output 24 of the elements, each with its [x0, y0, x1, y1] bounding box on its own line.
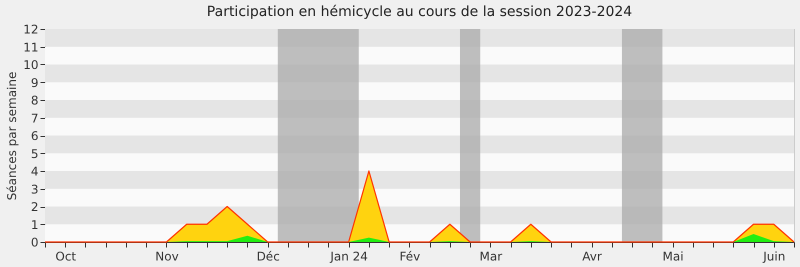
y-tick-label: 1 — [30, 218, 38, 232]
y-tick-label: 2 — [30, 200, 38, 214]
y-tick-label: 10 — [23, 58, 38, 72]
x-tick-label: Jan 24 — [329, 250, 368, 264]
y-tick-label: 5 — [30, 146, 38, 161]
y-axis-title: Séances par semaine — [5, 72, 20, 200]
x-tick-label: Nov — [155, 250, 179, 264]
x-tick-label: Juin — [762, 250, 786, 264]
x-tick-label: Mar — [480, 250, 502, 264]
x-tick-label: Avr — [582, 250, 602, 264]
y-tick-label: 9 — [30, 76, 38, 90]
y-tick-label: 3 — [30, 182, 38, 196]
y-tick-label: 6 — [30, 129, 38, 143]
y-tick-label: 11 — [23, 40, 38, 54]
chart-title: Participation en hémicycle au cours de la session 2023-2024 — [206, 4, 632, 20]
x-tick-label: Déc — [256, 250, 280, 264]
x-tick-label: Fév — [400, 250, 420, 264]
y-tick-label: 7 — [30, 111, 38, 126]
y-tick-label: 4 — [30, 164, 38, 178]
x-tick-label: Oct — [55, 250, 76, 264]
x-tick-label: Mai — [662, 250, 684, 264]
y-tick-label: 8 — [30, 94, 38, 108]
y-tick-label: 0 — [30, 236, 38, 250]
y-tick-label: 12 — [23, 22, 38, 36]
